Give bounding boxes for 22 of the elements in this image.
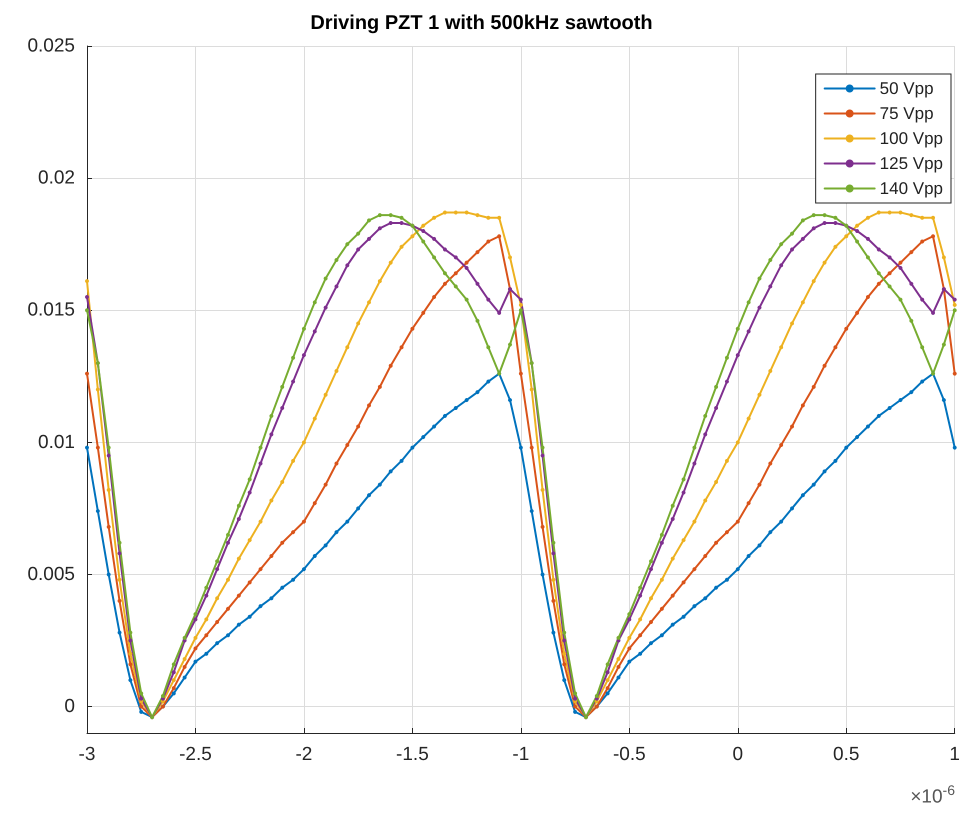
legend-label: 100 Vpp	[880, 129, 944, 148]
y-tick-label: 0.02	[38, 168, 75, 189]
x-tick-label: 0	[732, 744, 744, 765]
x-tick-label: 1	[949, 744, 960, 765]
x-tick-label: 0.5	[833, 744, 860, 765]
legend-label: 125 Vpp	[880, 154, 944, 173]
text: ×10$^{-6}$	[910, 782, 955, 808]
x-tick-label: -1	[512, 744, 530, 765]
x-tick-label: -0.5	[612, 744, 646, 765]
x-tick-label: -2	[295, 744, 312, 765]
legend-label: 50 Vpp	[880, 79, 934, 98]
x-tick-label: -3	[78, 744, 96, 765]
y-tick-label: 0.005	[27, 564, 75, 585]
y-tick-label: 0.025	[27, 36, 75, 56]
legend-label: 75 Vpp	[880, 104, 934, 123]
y-tick-label: 0.01	[38, 432, 75, 453]
y-tick-label: 0	[64, 696, 75, 718]
x-tick-label: -2.5	[179, 744, 212, 765]
x-tick-label: -1.5	[396, 744, 429, 765]
legend-label: 140 Vpp	[880, 179, 944, 198]
chart-title: Driving PZT 1 with 500kHz sawtooth	[310, 12, 653, 34]
y-tick-label: 0.015	[27, 300, 75, 321]
